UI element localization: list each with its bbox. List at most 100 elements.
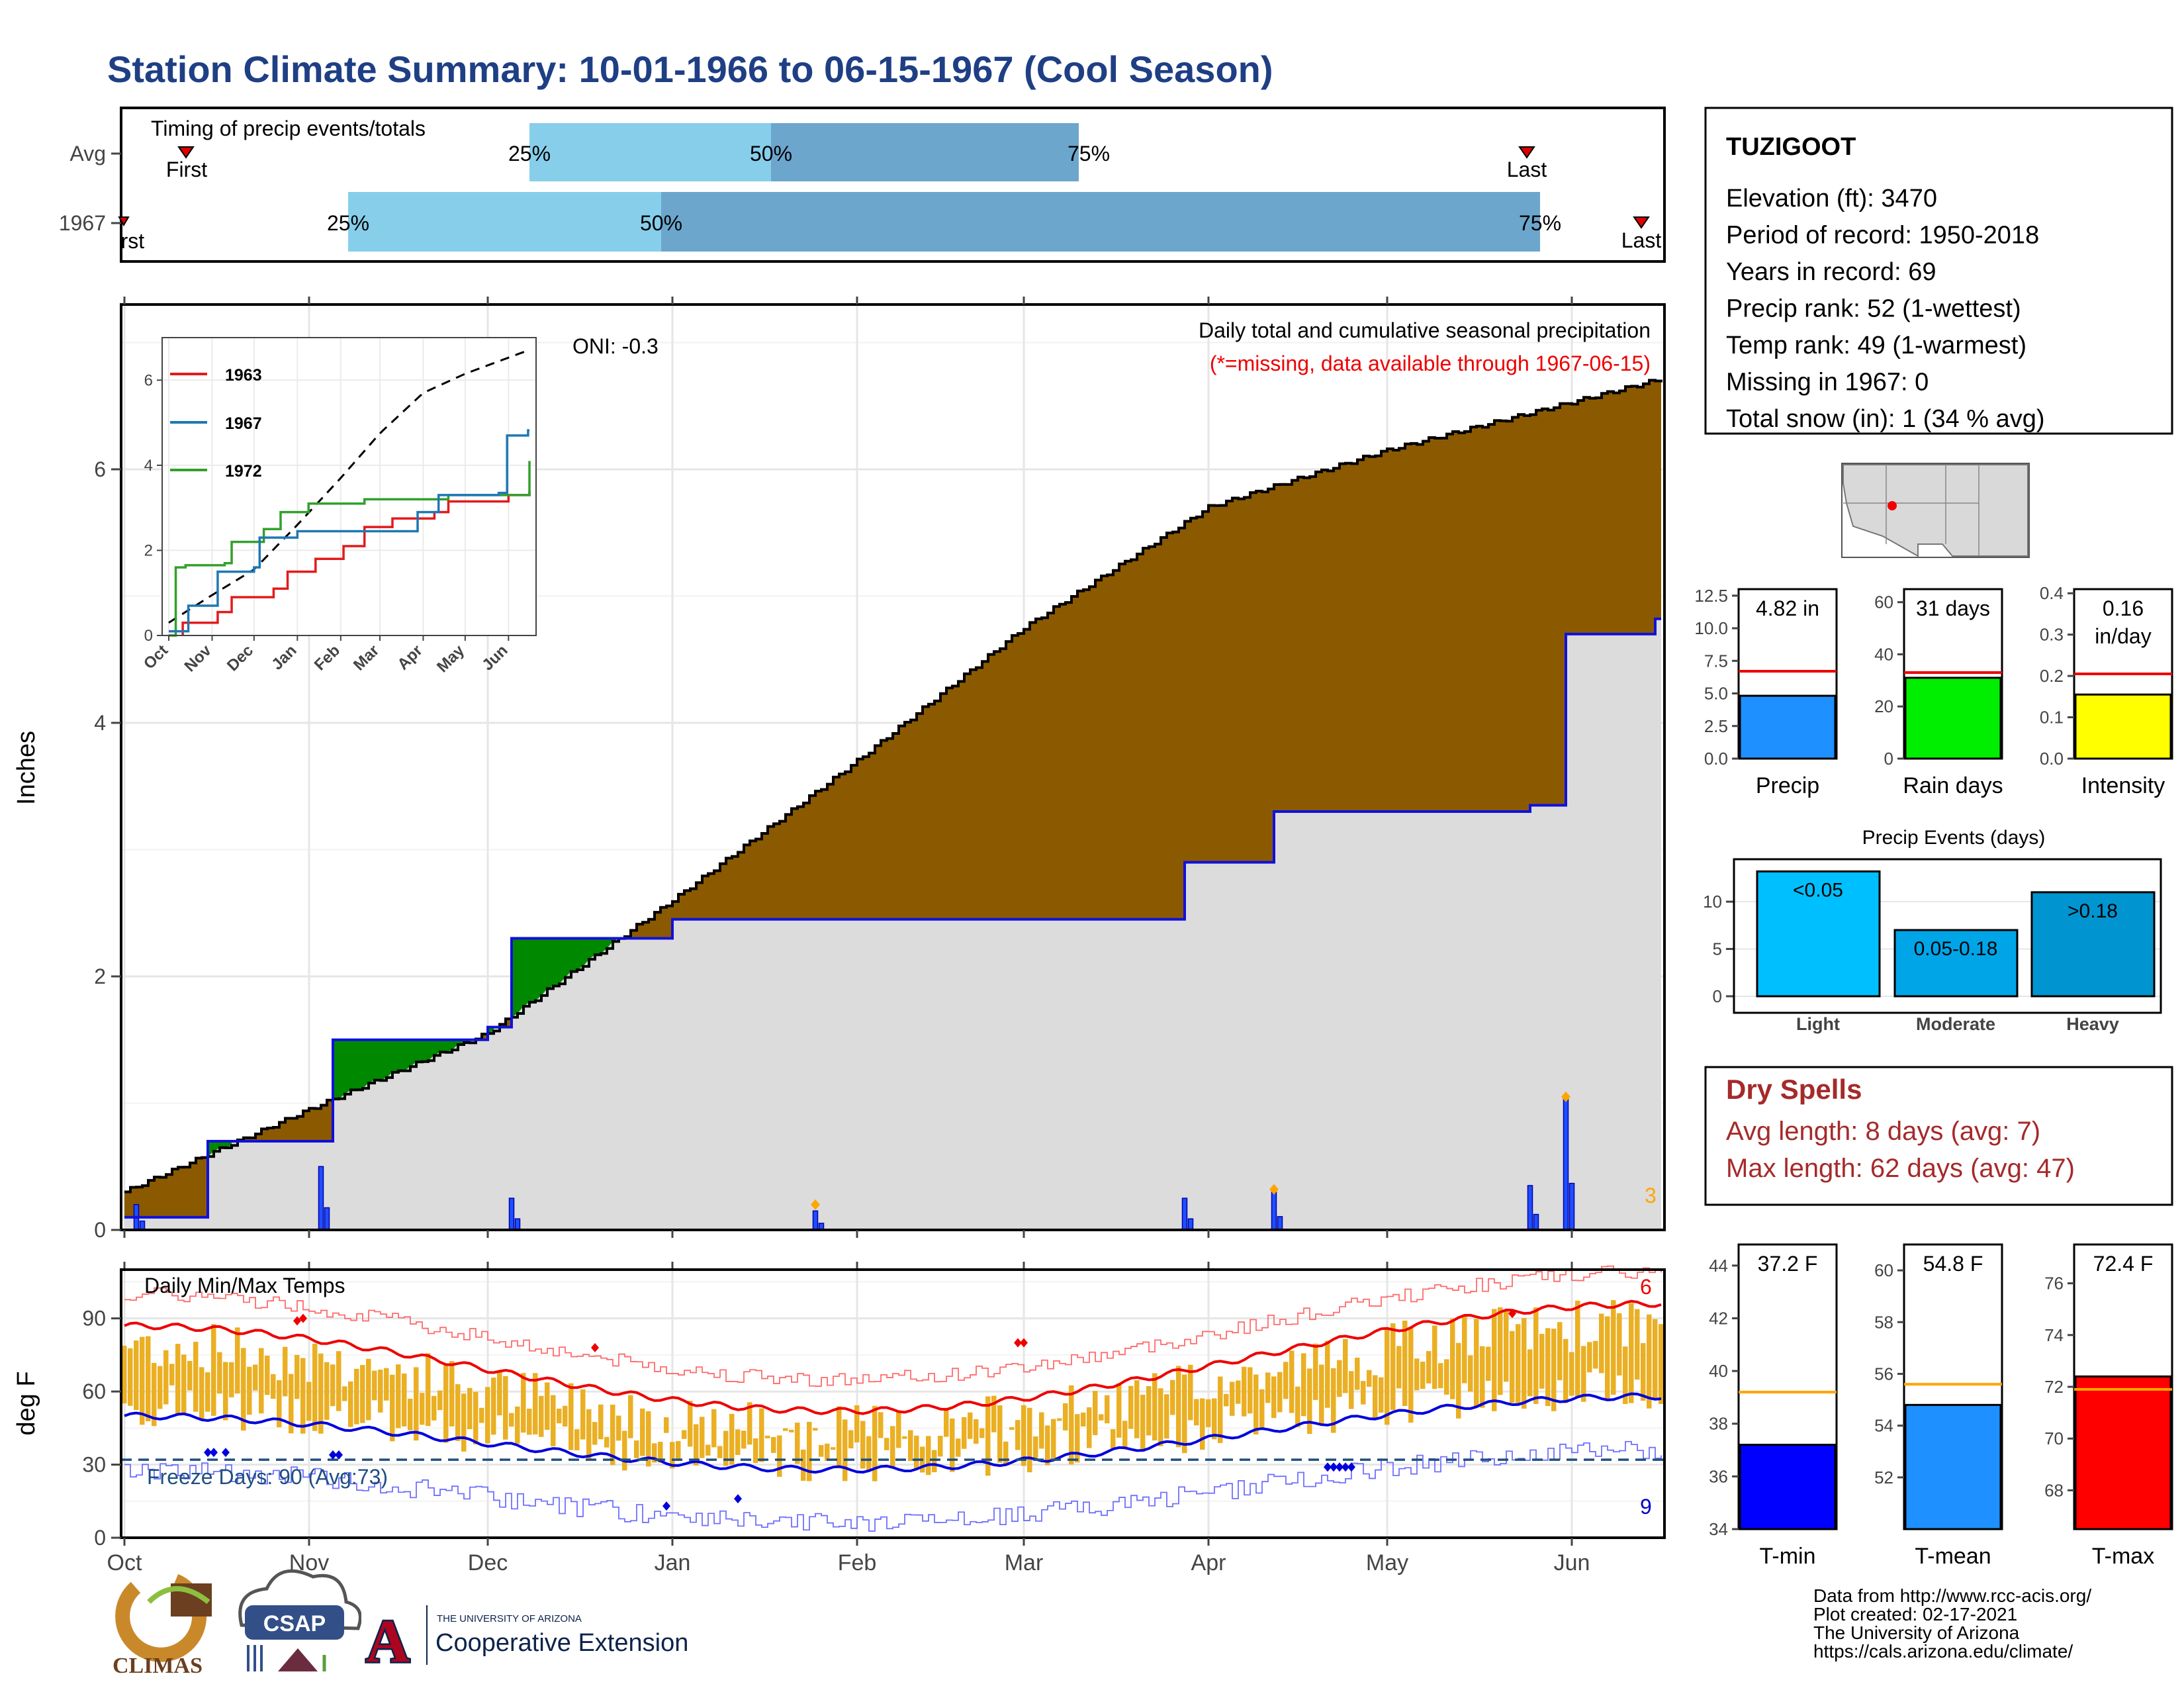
daily-temp-bar — [890, 1426, 895, 1468]
daily-temp-bar — [1242, 1366, 1247, 1417]
daily-temp-bar — [872, 1405, 878, 1481]
month-tick-label: Dec — [468, 1550, 508, 1575]
daily-temp-bar — [1015, 1420, 1021, 1450]
tmin-chart: 34 36 38 40 42 44 37.2 F T-min — [1709, 1243, 1838, 1569]
daily-temp-bar — [652, 1443, 657, 1463]
daily-temp-bar — [1003, 1441, 1009, 1466]
daily-temp-bar — [819, 1444, 824, 1457]
footer-line-2: Plot created: 02-17-2021 — [1813, 1604, 2017, 1624]
daily-temp-bar — [1557, 1322, 1563, 1381]
climas-logo-text: CLIMAS — [113, 1654, 203, 1678]
daily-temp-bar — [932, 1450, 937, 1472]
daily-temp-bar — [926, 1436, 931, 1476]
hot-record-count: 6 — [1640, 1275, 1652, 1299]
station-info-line: Temp rank: 49 (1-warmest) — [1726, 332, 2026, 359]
daily-temp-bar — [1271, 1376, 1277, 1419]
daily-temp-bar — [181, 1354, 187, 1414]
record-low-marker — [662, 1501, 670, 1511]
daily-temp-bar — [1498, 1307, 1503, 1395]
daily-temp-bar — [1432, 1325, 1437, 1389]
station-info-line: Years in record: 69 — [1726, 258, 1936, 286]
daily-temp-bar — [842, 1419, 848, 1481]
month-axis: Oct Nov Dec Jan Feb Mar Apr May Jun — [107, 1538, 1590, 1575]
dry-spells-box: Dry Spells Avg length: 8 days (avg: 7) M… — [1704, 1066, 2173, 1206]
daily-temp-bar — [902, 1436, 907, 1439]
event-bar — [1893, 929, 2019, 998]
daily-temp-bar — [896, 1411, 901, 1448]
summary-ytick-label: 42 — [1709, 1308, 1728, 1328]
tmean-chart: 52 54 56 58 60 54.8 F T-mean — [1874, 1243, 2003, 1569]
daily-temp-bar — [1087, 1407, 1092, 1448]
summary-ytick-label: 74 — [2044, 1325, 2064, 1345]
daily-precip-bar — [324, 1207, 330, 1231]
daily-temp-bar — [1200, 1398, 1205, 1450]
daily-temp-bar — [455, 1384, 461, 1441]
daily-temp-bar — [515, 1406, 520, 1444]
climas-logo: CLIMAS — [113, 1573, 212, 1678]
daily-temp-bar — [1480, 1346, 1485, 1408]
daily-temp-bar — [1331, 1368, 1336, 1433]
daily-temp-bar — [551, 1395, 556, 1446]
daily-temp-bar — [563, 1405, 568, 1427]
daily-temp-bar — [1569, 1352, 1574, 1396]
precip-missing-note: (*=missing, data available through 1967-… — [1210, 352, 1651, 375]
events-title: Precip Events (days) — [1862, 827, 2046, 849]
daily-temp-bar — [1414, 1358, 1420, 1391]
daily-temp-bar — [771, 1436, 776, 1453]
daily-temp-bar — [1527, 1349, 1533, 1397]
daily-temp-bar — [1420, 1361, 1426, 1389]
daily-temp-bar — [211, 1324, 216, 1416]
daily-temp-bar — [908, 1430, 913, 1462]
daily-temp-bar — [414, 1367, 419, 1441]
daily-temp-bar — [1170, 1380, 1175, 1415]
daily-temp-bar — [1248, 1367, 1253, 1414]
month-tick-label: Oct — [107, 1550, 142, 1575]
precip-events-chart: Precip Events (days) 0 5 10 <0.05 Light 0.05… — [1703, 827, 2162, 1034]
daily-temp-bar — [1402, 1320, 1408, 1406]
observed-cumulative-area — [124, 618, 1661, 1230]
inset-legend-1967: 1967 — [225, 414, 262, 433]
daily-temp-bar — [158, 1366, 163, 1409]
daily-temp-bar — [175, 1344, 181, 1415]
daily-temp-bar — [1301, 1353, 1306, 1417]
timing-1967-50: 50% — [640, 211, 682, 235]
record-low-marker — [222, 1448, 230, 1458]
inset-ytick-label: 0 — [144, 627, 153, 645]
daily-temp-bar — [694, 1424, 699, 1466]
daily-temp-bar — [366, 1358, 371, 1421]
daily-temp-bar — [318, 1353, 324, 1434]
temp-ytick-label: 0 — [94, 1526, 106, 1550]
summary-value-text: 31 days — [1916, 596, 1990, 620]
summary-ytick-label: 58 — [1874, 1312, 1893, 1332]
inset-ytick-label: 4 — [144, 457, 153, 475]
daily-temp-bar — [1641, 1342, 1646, 1401]
daily-temp-bar — [1462, 1315, 1467, 1383]
record-low-marker — [1324, 1462, 1332, 1472]
daily-temp-bar — [1396, 1346, 1402, 1389]
daily-temp-bar — [711, 1409, 717, 1448]
inset-series-1972 — [169, 461, 531, 637]
ua-logo-small-text: THE UNIVERSITY OF ARIZONA — [437, 1613, 582, 1624]
summary-ytick-label: 0.1 — [2040, 708, 2064, 727]
daily-temp-bar — [956, 1438, 961, 1457]
precip-total-chart: 0.0 2.5 5.0 7.5 10.0 12.5 4.82 in Precip — [1694, 586, 1838, 798]
timing-1967-last-marker — [1633, 216, 1650, 229]
daily-temp-bar — [533, 1373, 538, 1434]
daily-temp-bar — [1152, 1373, 1158, 1441]
daily-temp-bar — [1039, 1412, 1044, 1449]
daily-temp-bar — [854, 1405, 860, 1442]
record-precip-marker — [1561, 1091, 1570, 1102]
daily-precip-bar — [514, 1218, 521, 1231]
precip-event-count: 3 — [1645, 1184, 1657, 1207]
summary-value-text: 37.2 F — [1758, 1252, 1818, 1276]
event-bar-label: Light — [1796, 1014, 1840, 1034]
summary-label: T-mean — [1915, 1544, 1991, 1569]
footer-line-1: Data from http://www.rcc-acis.org/ — [1813, 1585, 2091, 1606]
summary-ytick-label: 0.4 — [2040, 583, 2064, 603]
daily-temp-bar — [1265, 1372, 1271, 1403]
daily-temp-bar — [1277, 1372, 1283, 1413]
ua-logo-letter: A — [366, 1607, 410, 1675]
daily-temp-bar — [610, 1404, 615, 1466]
temp-ytick-label: 90 — [82, 1307, 106, 1331]
summary-ytick-label: 0 — [1884, 749, 1893, 769]
